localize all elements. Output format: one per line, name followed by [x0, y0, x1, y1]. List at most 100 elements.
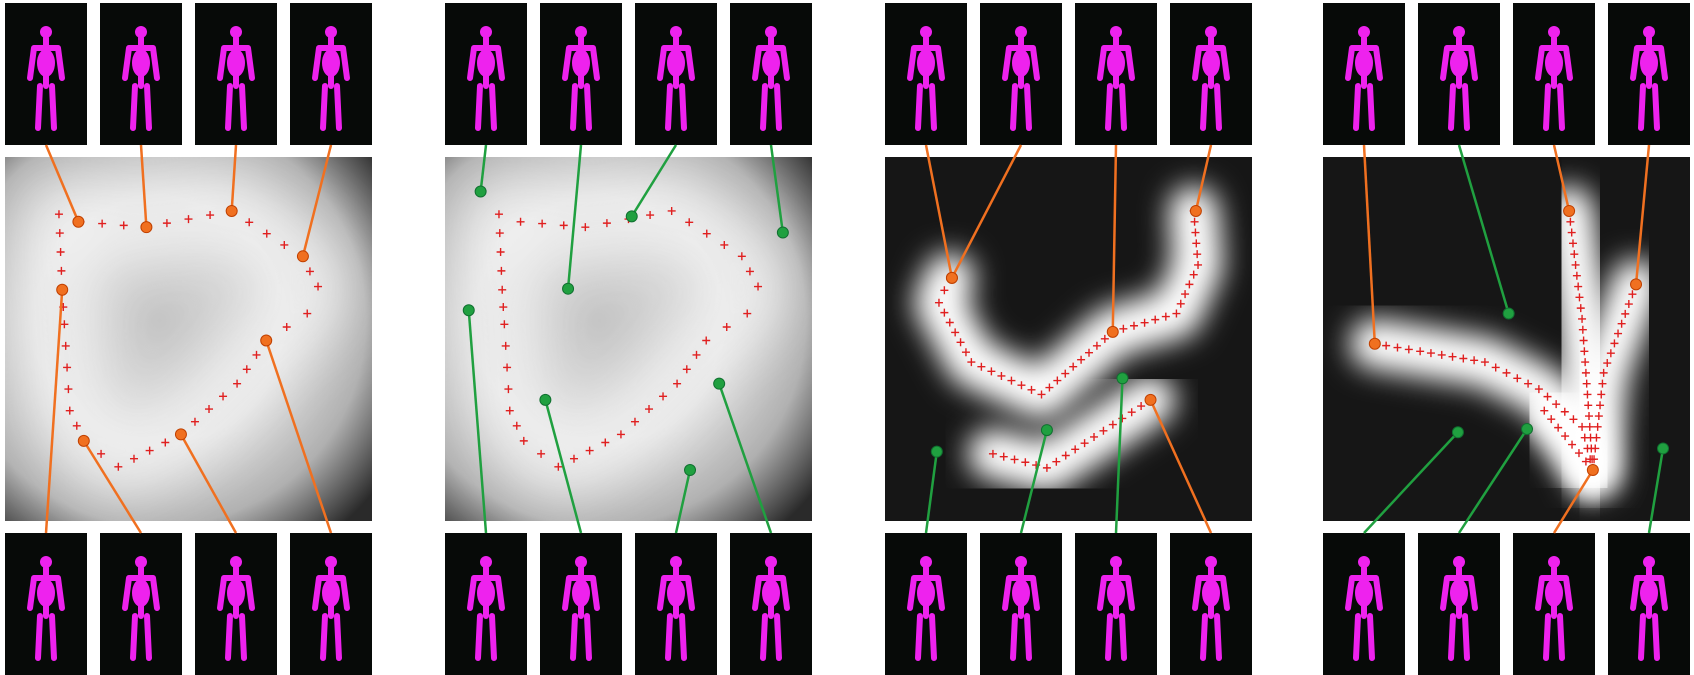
sample-cross	[1404, 345, 1413, 354]
map	[5, 157, 372, 521]
connector-line	[44, 289, 64, 534]
anchor-point	[539, 393, 552, 406]
sample-cross	[56, 247, 65, 256]
sample-cross	[505, 406, 514, 415]
sample-cross	[98, 219, 107, 228]
anchor-point	[684, 464, 697, 477]
sample-cross	[1491, 363, 1500, 372]
anchor-point	[930, 445, 943, 458]
connector-line	[674, 469, 692, 534]
sample-cross	[1191, 228, 1200, 237]
sample-cross	[54, 210, 63, 219]
sample-cross	[1585, 412, 1593, 421]
sample-cross	[945, 318, 954, 327]
sample-cross	[206, 211, 215, 220]
sample-cross	[1594, 412, 1603, 421]
sample-cross	[1021, 458, 1030, 467]
sample-cross	[1007, 376, 1016, 385]
sample-cross	[184, 215, 193, 224]
anchor-point	[296, 250, 309, 263]
sample-cross	[659, 392, 668, 401]
sample-cross	[190, 417, 199, 426]
sample-cross	[1568, 440, 1577, 449]
sample-cross	[1576, 304, 1585, 313]
sample-cross	[303, 309, 312, 318]
sample-cross	[1161, 312, 1170, 321]
anchor-point	[1502, 307, 1515, 320]
sample-cross	[630, 417, 639, 426]
sample-cross	[1480, 358, 1489, 367]
sample-cross	[119, 221, 128, 230]
sample-cross	[1092, 341, 1101, 350]
sample-cross	[554, 462, 563, 471]
sample-cross	[967, 358, 976, 367]
sample-cross	[1572, 271, 1581, 280]
connector-line	[139, 144, 148, 228]
sample-cross	[1045, 383, 1054, 392]
sample-cross	[1582, 379, 1591, 388]
sample-cross	[1080, 439, 1089, 448]
sample-cross	[497, 266, 506, 275]
connector-line	[769, 144, 785, 233]
sample-cross	[1513, 374, 1522, 383]
sample-cross	[129, 454, 138, 463]
sample-cross	[602, 219, 611, 228]
sample-cross	[1085, 348, 1094, 357]
sample-cross	[252, 350, 261, 359]
sample-cross	[1470, 356, 1479, 365]
anchor-point	[1451, 426, 1464, 439]
sample-cross	[1624, 300, 1633, 309]
connector-line	[950, 144, 1023, 279]
connector-line	[1457, 144, 1510, 314]
sample-cross	[1580, 347, 1589, 356]
sample-cross	[667, 206, 676, 215]
sample-cross	[1100, 334, 1109, 343]
sample-cross	[1543, 392, 1552, 401]
sample-cross	[305, 267, 314, 276]
sample-cross	[1581, 368, 1590, 377]
sample-cross	[1598, 379, 1607, 388]
sample-cross	[743, 309, 752, 318]
sample-cross	[1052, 457, 1061, 466]
sample-cross	[280, 240, 289, 249]
sample-cross	[754, 282, 763, 291]
sample-cross	[961, 348, 970, 357]
sample-cross	[646, 211, 655, 220]
sample-cross	[55, 229, 64, 238]
sample-cross	[314, 282, 323, 291]
connector-line	[301, 144, 333, 257]
sample-cross	[1137, 402, 1146, 411]
sample-cross	[245, 218, 254, 227]
sample-cross	[685, 218, 694, 227]
panel	[1323, 3, 1690, 675]
sample-cross	[1590, 455, 1599, 464]
connector-line	[1457, 428, 1529, 534]
sample-cross	[503, 363, 512, 372]
connector-line	[1362, 144, 1377, 344]
sample-cross	[1189, 270, 1198, 279]
anchor-point	[625, 210, 638, 223]
sample-cross	[1614, 329, 1623, 338]
sample-cross	[1578, 422, 1587, 431]
sample-cross	[1575, 293, 1584, 302]
connector-line	[230, 144, 238, 212]
sample-cross	[1581, 457, 1590, 466]
connector-line	[265, 340, 333, 534]
sample-cross	[1578, 325, 1587, 334]
connector-line	[467, 310, 488, 534]
sample-cross	[1382, 341, 1391, 350]
sample-cross	[1584, 401, 1593, 410]
sample-cross	[1426, 349, 1435, 358]
sample-cross	[1581, 358, 1590, 367]
sample-cross	[205, 405, 214, 414]
sample-cross	[977, 362, 986, 371]
anchor-point	[1657, 442, 1670, 455]
sample-cross	[1524, 379, 1533, 388]
sample-cross	[1561, 432, 1570, 441]
anchor-point	[225, 204, 238, 217]
anchor-point	[474, 185, 487, 198]
anchor-point	[260, 334, 273, 347]
sample-cross	[1534, 385, 1543, 394]
sample-cross	[1119, 324, 1128, 333]
sample-cross	[1042, 463, 1051, 472]
